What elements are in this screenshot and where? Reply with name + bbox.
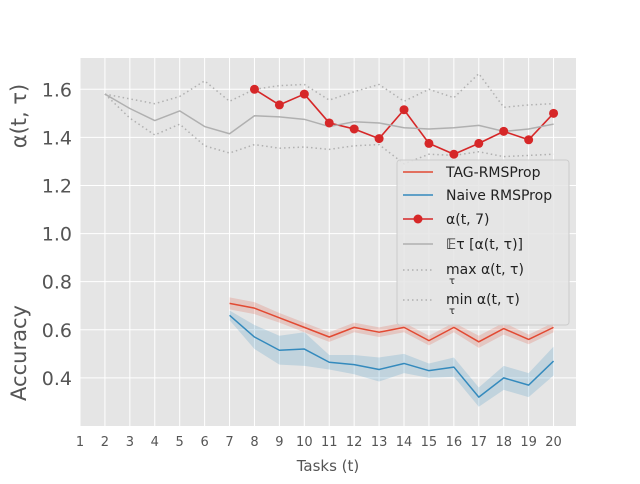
x-tick-label-12: 12 <box>346 435 363 450</box>
y-axis-label-bottom: Accuracy <box>7 305 31 401</box>
legend-label-alpha7: α(t, 7) <box>446 212 489 228</box>
x-tick-label-16: 16 <box>446 435 463 450</box>
y-tick-label-1.0: 1.0 <box>42 224 72 246</box>
point-alpha-t-7-17 <box>474 138 484 148</box>
point-alpha-t-7-11 <box>324 118 334 128</box>
point-alpha-t-7-19 <box>524 135 534 145</box>
series-markers <box>249 84 559 159</box>
y-tick-label-1.4: 1.4 <box>42 127 72 149</box>
point-alpha-t-7-14 <box>399 105 409 115</box>
y-tick-label-1.2: 1.2 <box>42 175 72 197</box>
legend-sub-max: τ <box>449 276 455 287</box>
legend-box <box>396 159 570 326</box>
band-tag-rmsprop <box>229 297 554 348</box>
line-min-alpha <box>104 93 554 165</box>
legend-label-min: min α(t, τ) <box>446 292 520 308</box>
point-alpha-t-7-20 <box>549 108 559 118</box>
legend-sub-min: τ <box>449 306 455 317</box>
line-max-alpha <box>104 72 554 109</box>
point-alpha-t-7-16 <box>449 149 459 159</box>
y-tick-labels: 0.4 0.6 0.8 1.0 1.2 1.4 1.6 <box>42 79 72 390</box>
line-tag-rmsprop <box>229 302 554 343</box>
x-tick-label-7: 7 <box>225 435 233 450</box>
point-alpha-t-7-13 <box>374 134 384 144</box>
line-naive-rmsprop <box>229 314 555 398</box>
point-alpha-t-7-15 <box>424 138 434 148</box>
legend-label-naive: Naive RMSProp <box>446 188 552 204</box>
x-tick-label-5: 5 <box>176 435 184 450</box>
x-tick-label-17: 17 <box>471 435 488 450</box>
x-tick-label-2: 2 <box>101 435 109 450</box>
legend-label-max: max α(t, τ) <box>446 262 524 278</box>
legend-label-tag: TAG-RMSProp <box>445 165 541 181</box>
x-tick-label-18: 18 <box>495 435 512 450</box>
x-tick-label-19: 19 <box>520 435 537 450</box>
y-axis-label-top: α(t, τ) <box>7 84 31 148</box>
point-alpha-t-7-10 <box>299 89 309 99</box>
x-tick-label-8: 8 <box>250 435 258 450</box>
point-alpha-t-7-8 <box>249 84 259 94</box>
point-alpha-t-7-12 <box>349 124 359 134</box>
x-tick-label-11: 11 <box>321 435 338 450</box>
x-axis-label: Tasks (t) <box>296 457 360 475</box>
x-tick-label-13: 13 <box>371 435 388 450</box>
legend-marker-alpha7 <box>413 214 423 224</box>
y-tick-label-1.6: 1.6 <box>42 79 72 101</box>
confidence-bands <box>229 297 554 407</box>
x-tick-label-20: 20 <box>545 435 562 450</box>
point-alpha-t-7-9 <box>274 100 284 110</box>
y-tick-label-0.4: 0.4 <box>42 368 72 390</box>
x-tick-label-6: 6 <box>200 435 208 450</box>
y-tick-label-0.8: 0.8 <box>42 272 72 294</box>
y-tick-label-0.6: 0.6 <box>42 320 72 342</box>
band-naive-rmsprop <box>229 310 554 407</box>
x-tick-labels: 1 2 3 4 5 6 7 8 9 10 11 12 13 14 15 16 17 18 19 20 <box>76 435 562 450</box>
x-tick-label-4: 4 <box>151 435 159 450</box>
x-tick-label-9: 9 <box>275 435 283 450</box>
x-tick-label-14: 14 <box>396 435 413 450</box>
x-tick-label-1: 1 <box>76 435 84 450</box>
x-tick-label-10: 10 <box>296 435 313 450</box>
x-tick-label-15: 15 <box>421 435 438 450</box>
x-tick-label-3: 3 <box>126 435 134 450</box>
point-alpha-t-7-18 <box>499 126 509 136</box>
legend: TAG-RMSProp Naive RMSProp α(t, 7) 𝔼τ [α(… <box>396 159 570 326</box>
legend-label-mean: 𝔼τ [α(t, τ)] <box>446 237 523 253</box>
